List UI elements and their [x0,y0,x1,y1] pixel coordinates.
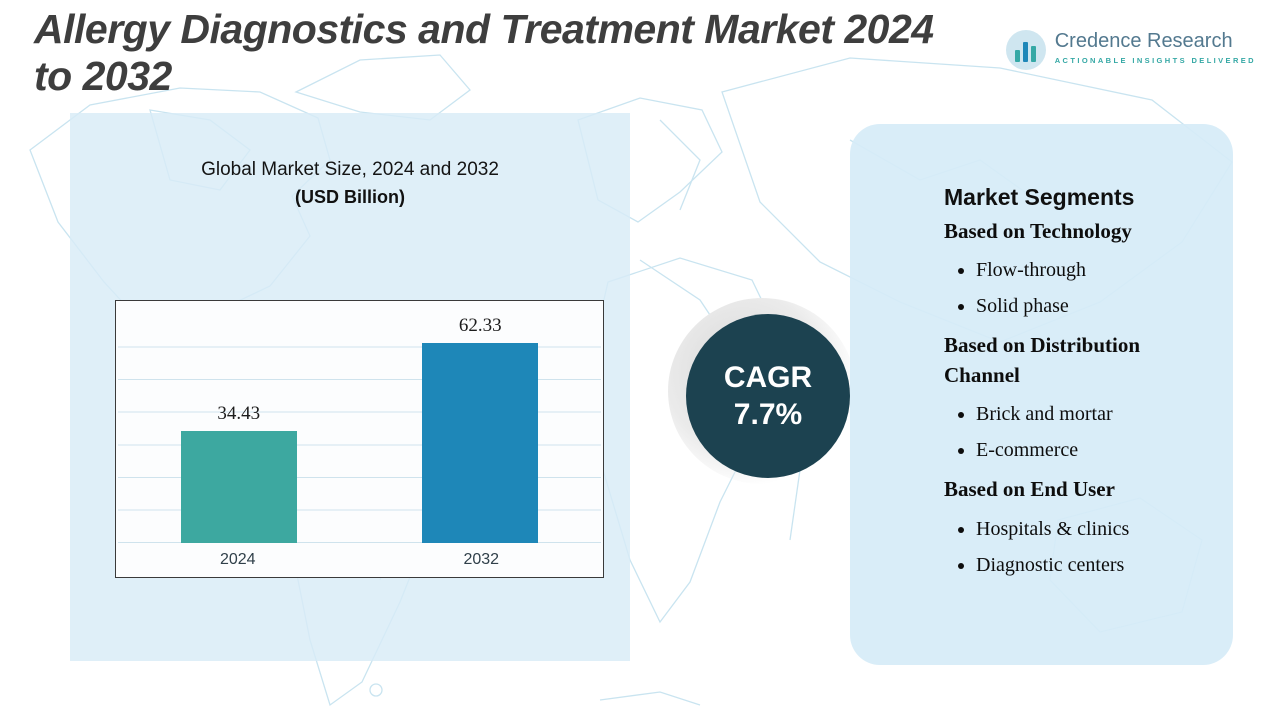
segments-title: Market Segments [944,184,1135,210]
brand-logo: Credence Research ACTIONABLE INSIGHTS DE… [1005,30,1256,70]
segment-item: Solid phase [976,295,1207,318]
segment-item: Brick and mortar [976,403,1207,426]
chart-plot-area: 34.43 62.33 [118,315,601,543]
segment-list-technology: Flow-through Solid phase [944,259,1207,318]
segment-item: Diagnostic centers [976,554,1207,577]
page-title-line2: to 2032 [34,53,172,100]
cagr-badge: CAGR 7.7% [668,298,868,498]
cagr-value: 7.7% [733,398,803,431]
market-segments-panel: Market Segments Based on Technology Flow… [850,124,1233,665]
segment-heading-technology: Based on Technology [944,219,1132,243]
segment-heading-distribution: Based on Distribution Channel [944,333,1141,387]
x-axis: 2024 2032 [116,543,603,577]
credence-chart-icon [1005,30,1046,70]
segment-item: Flow-through [976,259,1207,282]
page-title-line1: Allergy Diagnostics and Treatment Market… [34,6,934,52]
bar-chart: 34.43 62.33 2024 2032 [115,300,604,578]
segment-item: E-commerce [976,439,1207,462]
page-title: Allergy Diagnostics and Treatment Market… [34,6,1044,100]
market-size-panel: Global Market Size, 2024 and 2032 (USD B… [70,113,630,661]
bar [180,430,297,543]
bar-value-label: 34.43 [217,402,261,424]
segment-heading-enduser: Based on End User [944,477,1115,502]
chart-subtitle: (USD Billion) [295,187,405,207]
chart-title: Global Market Size, 2024 and 2032 [201,159,499,180]
x-axis-label-2032: 2032 [463,551,500,568]
bar [422,343,539,543]
bar-group-2032: 62.33 [422,315,539,543]
bar-value-label: 62.33 [458,315,502,336]
bar-group-2024: 34.43 [180,315,297,543]
segment-list-enduser: Hospitals & clinics Diagnostic centers [944,518,1207,577]
cagr-circle: CAGR 7.7% [686,314,850,478]
x-axis-label-2024: 2024 [219,551,256,568]
segment-list-distribution: Brick and mortar E-commerce [944,403,1207,462]
segment-item: Hospitals & clinics [976,518,1207,541]
cagr-label: CAGR [723,360,813,394]
brand-tagline: ACTIONABLE INSIGHTS DELIVERED [1054,56,1256,65]
brand-name: Credence Research [1054,30,1233,52]
